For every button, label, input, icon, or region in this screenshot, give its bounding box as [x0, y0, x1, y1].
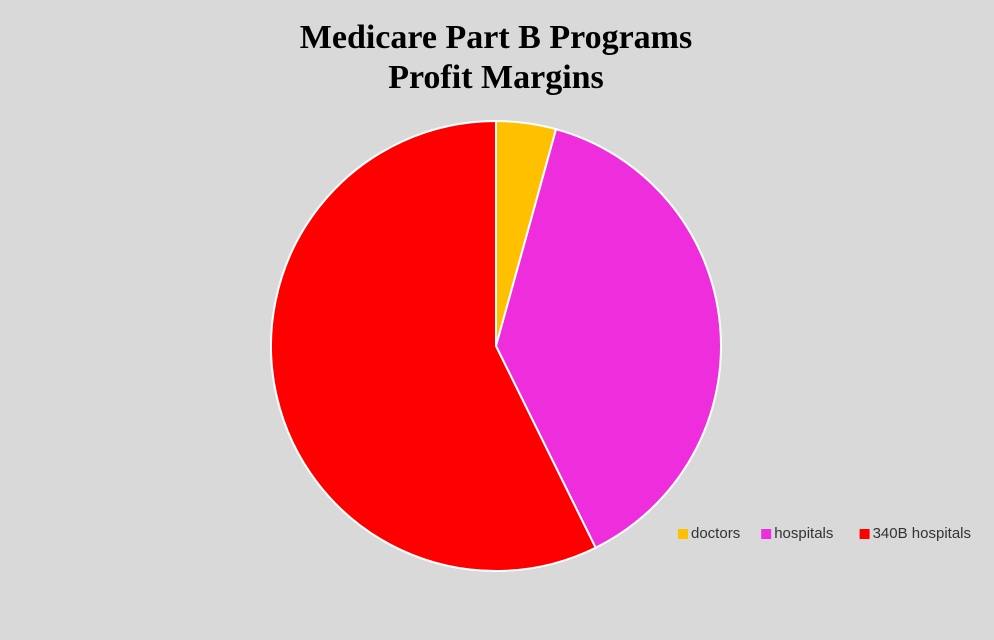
chart-title: Profit Margins: [388, 59, 604, 96]
chart-title: Medicare Part B Programs: [300, 19, 692, 56]
legend-swatch: [761, 529, 772, 539]
legend-swatch: [859, 529, 870, 539]
pie-slice: [494, 127, 722, 550]
legend-label: 340B hospitals: [873, 525, 971, 542]
legend-label: doctors: [691, 525, 740, 542]
legend-swatch: [678, 529, 688, 539]
pie-slice: [270, 119, 597, 572]
legend-label: hospitals: [774, 525, 833, 542]
